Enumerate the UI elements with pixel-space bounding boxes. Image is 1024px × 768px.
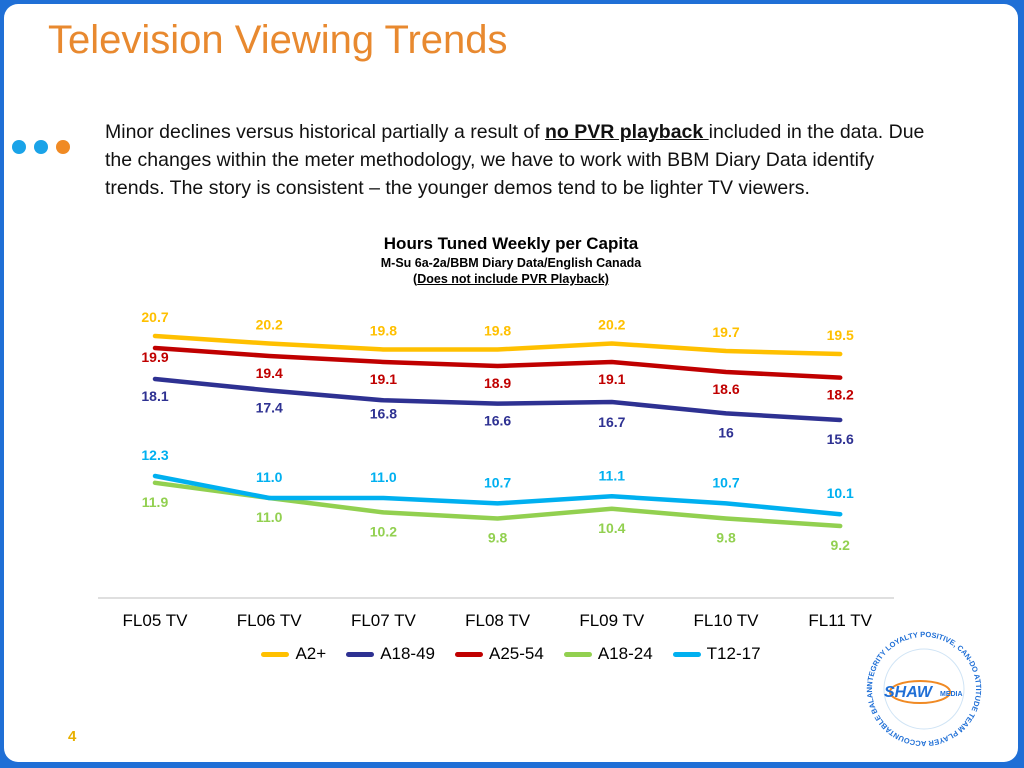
data-label: 19.7 xyxy=(712,324,739,340)
logo-shaw-text: SHAW xyxy=(884,684,934,701)
dot-2 xyxy=(34,140,48,154)
data-label: 9.2 xyxy=(830,537,850,553)
data-label: 11.0 xyxy=(256,509,283,525)
legend-item: A18-49 xyxy=(346,644,435,664)
chart-subtitle: M-Su 6a-2a/BBM Diary Data/English Canada xyxy=(380,256,642,270)
legend-label: T12-17 xyxy=(706,644,761,663)
logo-media-text: MEDIA xyxy=(940,691,963,698)
series-line-a25-54 xyxy=(152,345,843,380)
decorative-dots xyxy=(12,140,70,164)
data-label: 10.7 xyxy=(712,474,739,490)
x-tick-label: FL05 TV xyxy=(123,611,189,630)
legend-label: A25-54 xyxy=(489,644,544,663)
slide: Television Viewing Trends Minor declines… xyxy=(4,4,1018,762)
data-label: 11.0 xyxy=(256,469,283,485)
x-tick-label: FL10 TV xyxy=(694,611,760,630)
data-label: 20.7 xyxy=(141,309,168,325)
data-label: 20.2 xyxy=(256,317,283,333)
legend-swatch xyxy=(261,651,290,657)
data-label: 18.6 xyxy=(712,381,739,397)
dot-3 xyxy=(56,140,70,154)
data-label: 11.0 xyxy=(370,469,397,485)
data-label: 10.1 xyxy=(827,485,854,501)
series-line-t12-17 xyxy=(152,473,843,517)
data-label: 19.8 xyxy=(484,323,511,339)
legend-item: A25-54 xyxy=(455,644,544,664)
chart-note-text: Does not include PVR Playback) xyxy=(417,272,609,286)
legend-swatch xyxy=(672,651,701,657)
legend-swatch xyxy=(346,651,375,657)
shaw-media-logo: INTEGRITY LOYALTY POSITIVE, CAN-DO ATTIT… xyxy=(854,619,983,748)
data-label: 10.4 xyxy=(598,520,625,536)
chart-legend: A2+ A18-49 A25-54 A18-24 T12-17 xyxy=(4,644,1018,664)
data-label: 19.4 xyxy=(256,365,283,381)
legend-swatch xyxy=(563,651,592,657)
data-label: 16.8 xyxy=(370,405,397,421)
data-label: 18.2 xyxy=(827,387,854,403)
body-emphasis: no PVR playback xyxy=(545,121,709,143)
body-pre: Minor declines versus historical partial… xyxy=(105,121,546,143)
dot-1 xyxy=(12,140,26,154)
data-label: 18.9 xyxy=(484,375,511,391)
data-label: 17.4 xyxy=(256,399,283,415)
x-tick-label: FL11 TV xyxy=(808,611,872,630)
data-label: 16.7 xyxy=(598,414,625,430)
data-label: 16.6 xyxy=(484,413,511,429)
data-label: 9.8 xyxy=(488,530,508,546)
legend-swatch xyxy=(455,651,484,657)
data-label: 19.5 xyxy=(827,327,854,343)
data-label: 19.1 xyxy=(370,371,397,387)
data-label: 11.1 xyxy=(599,467,626,483)
chart-note: (Does not include PVR Playback) xyxy=(4,272,1018,286)
data-label: 16 xyxy=(718,424,734,440)
chart-note-open: ( xyxy=(413,272,418,286)
legend-label: A18-49 xyxy=(380,644,436,663)
legend-item: T12-17 xyxy=(672,644,761,664)
data-label: 12.3 xyxy=(141,447,168,463)
legend-item: A18-24 xyxy=(563,644,653,664)
data-label: 11.9 xyxy=(142,494,169,510)
x-tick-label: FL08 TV xyxy=(465,611,531,630)
data-label: 20.2 xyxy=(598,317,625,333)
x-tick-label: FL06 TV xyxy=(237,611,303,630)
x-tick-label: FL07 TV xyxy=(351,611,417,630)
data-label: 15.6 xyxy=(827,431,854,447)
line-chart: FL05 TV FL06 TV FL07 TV FL08 TV FL09 TV FL10 … xyxy=(98,309,894,630)
data-label: 10.7 xyxy=(484,474,511,490)
data-label: 18.1 xyxy=(141,388,168,404)
legend-item: A2+ xyxy=(261,644,326,664)
page-number: 4 xyxy=(68,728,77,745)
page-title: Television Viewing Trends xyxy=(48,18,508,62)
data-label: 9.8 xyxy=(716,530,736,546)
chart-title-block: Hours Tuned Weekly per Capita M-Su 6a-2a… xyxy=(4,234,1018,286)
data-label: 19.9 xyxy=(141,349,168,365)
data-label: 19.1 xyxy=(598,371,625,387)
series-line-a2- xyxy=(152,333,843,357)
body-paragraph: Minor declines versus historical partial… xyxy=(105,118,935,202)
x-tick-label: FL09 TV xyxy=(579,611,645,630)
body-post: included in the data. Due the changes wi… xyxy=(105,121,925,199)
data-label: 10.2 xyxy=(370,523,397,539)
legend-label: A18-24 xyxy=(597,644,653,663)
data-label: 19.8 xyxy=(370,323,397,339)
chart-title: Hours Tuned Weekly per Capita xyxy=(383,234,639,253)
series-line-a18-49 xyxy=(152,376,843,423)
legend-label: A2+ xyxy=(295,644,327,663)
